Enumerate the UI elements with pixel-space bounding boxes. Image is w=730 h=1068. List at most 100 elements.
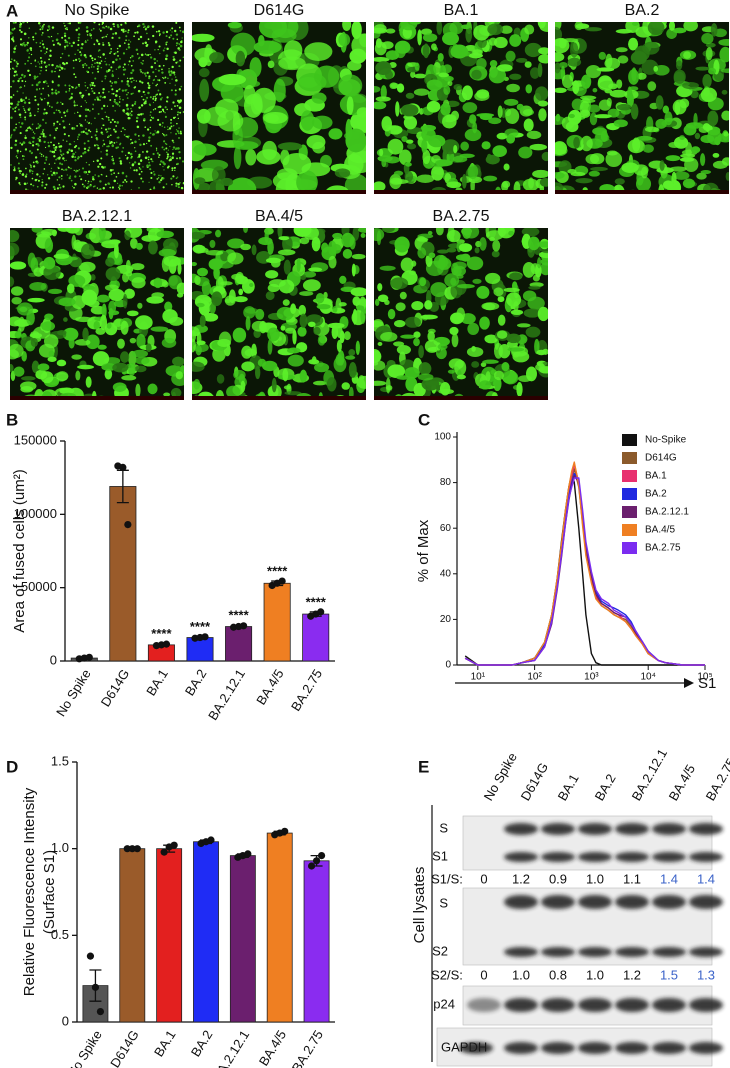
cell xyxy=(154,62,156,64)
cell xyxy=(97,166,99,168)
cell xyxy=(40,57,42,59)
cell xyxy=(134,161,136,163)
cell xyxy=(29,27,30,28)
cell xyxy=(58,167,60,169)
cell xyxy=(176,33,178,35)
cell xyxy=(77,44,79,46)
cell xyxy=(31,152,33,154)
cell xyxy=(421,128,436,141)
cell xyxy=(127,31,129,33)
cell xyxy=(162,166,163,167)
cell xyxy=(676,60,682,70)
cell xyxy=(139,80,141,82)
cell xyxy=(74,159,76,161)
cell xyxy=(182,37,183,38)
cell xyxy=(112,363,128,373)
cell xyxy=(119,58,121,60)
cell xyxy=(21,144,23,146)
cell xyxy=(44,80,46,82)
cell xyxy=(41,156,42,157)
cell xyxy=(80,178,82,180)
cell xyxy=(507,347,524,351)
cell xyxy=(438,53,444,62)
cell xyxy=(297,258,301,272)
cell xyxy=(29,282,46,291)
cell xyxy=(167,156,169,158)
cell xyxy=(101,133,103,135)
cell xyxy=(57,84,59,86)
cell xyxy=(78,40,80,42)
cell xyxy=(150,119,152,121)
cell xyxy=(159,53,160,54)
cell xyxy=(25,97,26,98)
cell xyxy=(194,275,200,285)
cell xyxy=(132,69,135,72)
cell xyxy=(37,138,39,140)
cell xyxy=(456,254,469,260)
cell xyxy=(149,104,151,106)
cell xyxy=(156,94,158,96)
cell xyxy=(117,55,119,57)
cell xyxy=(105,78,106,79)
cell xyxy=(580,96,596,100)
cell xyxy=(163,393,170,397)
cell xyxy=(175,183,177,185)
cell xyxy=(11,286,23,296)
cell xyxy=(614,119,628,127)
cell xyxy=(593,88,598,92)
cell xyxy=(128,135,130,137)
cell xyxy=(166,158,168,160)
cell xyxy=(30,49,32,51)
side-label: Cell lysates xyxy=(411,867,428,944)
cell xyxy=(62,120,64,122)
cell xyxy=(94,62,96,64)
cell xyxy=(368,349,382,363)
cell xyxy=(20,386,33,393)
cell xyxy=(92,82,94,84)
data-point xyxy=(163,641,170,648)
bar xyxy=(230,856,255,1022)
cell xyxy=(112,23,114,25)
cell xyxy=(263,112,288,124)
cell xyxy=(356,341,360,355)
cell xyxy=(45,70,47,72)
cell xyxy=(569,114,575,118)
cell xyxy=(51,174,53,176)
cell xyxy=(701,87,717,101)
cell xyxy=(54,137,56,139)
cell xyxy=(400,292,407,300)
cell xyxy=(131,142,133,144)
cell xyxy=(122,172,125,175)
cell xyxy=(40,133,42,135)
cell xyxy=(483,176,497,182)
cell xyxy=(172,156,173,157)
ratio-value: 1.4 xyxy=(697,871,715,886)
cell xyxy=(9,137,11,139)
cell xyxy=(176,42,178,44)
x-tick-label: 10⁴ xyxy=(640,672,655,683)
cell xyxy=(145,156,148,159)
cell xyxy=(135,366,147,373)
cell xyxy=(170,178,172,180)
blot-band xyxy=(652,1042,686,1054)
cell xyxy=(299,314,307,328)
cell xyxy=(722,90,728,95)
cell xyxy=(683,179,695,189)
cell xyxy=(24,116,26,118)
cell xyxy=(552,141,567,155)
cell xyxy=(13,21,16,24)
cell xyxy=(627,86,632,101)
cell xyxy=(75,170,77,172)
cell xyxy=(314,363,329,372)
cell xyxy=(30,169,32,171)
cell xyxy=(158,49,159,50)
cell xyxy=(104,27,105,28)
cell xyxy=(179,112,181,114)
cell xyxy=(173,125,175,127)
cell xyxy=(9,106,11,108)
cell xyxy=(54,92,56,94)
cell xyxy=(152,153,154,155)
cell xyxy=(63,140,64,141)
cell xyxy=(46,65,48,67)
cell xyxy=(114,99,116,101)
